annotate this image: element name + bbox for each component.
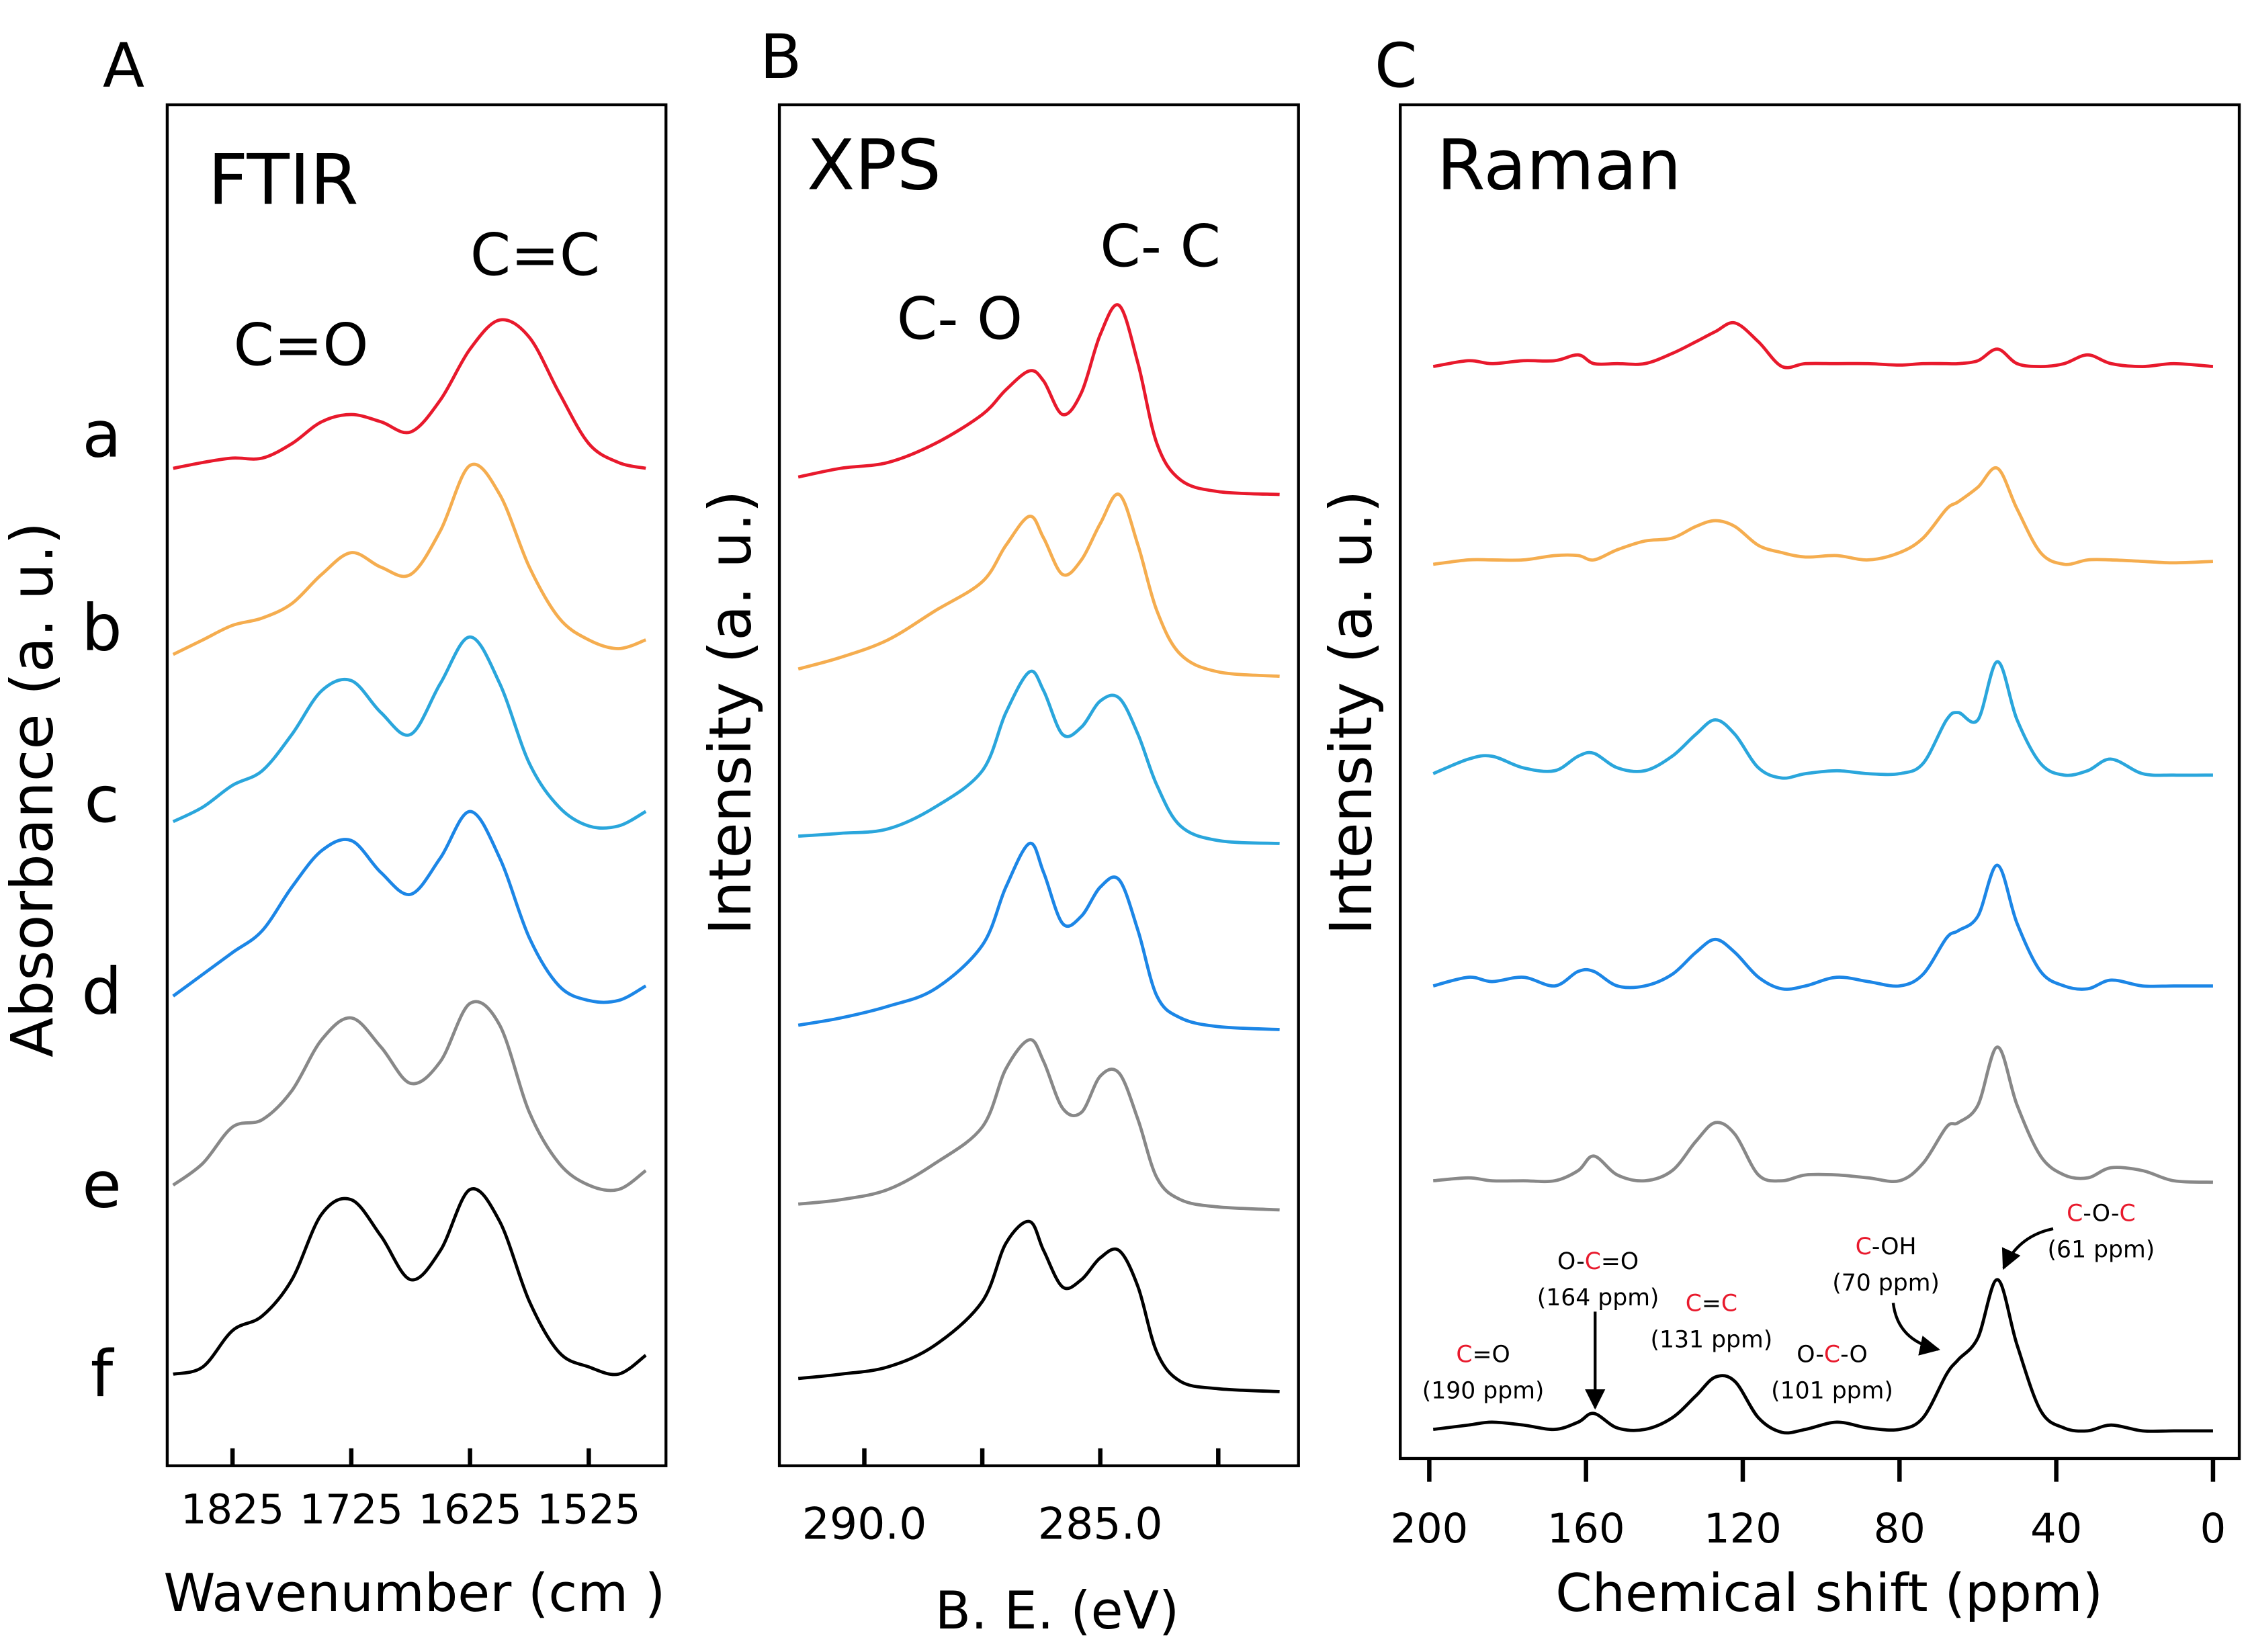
series-label: a <box>82 398 121 472</box>
x-axis-label: B. E. (eV) <box>935 1581 1180 1641</box>
formula-part: C <box>2067 1200 2083 1227</box>
series-label: c <box>84 763 119 837</box>
formula-part: C <box>1856 1233 1872 1260</box>
formula-part: C <box>1721 1291 1737 1317</box>
spectrum-line <box>1433 1045 2214 1184</box>
panel-label: C <box>1375 31 1417 101</box>
plot-frame <box>777 103 1300 1467</box>
formula-part: -OH <box>1872 1233 1917 1260</box>
panel-title: FTIR <box>208 140 358 220</box>
spectrum-line <box>797 669 1280 845</box>
formula-part: C <box>1824 1341 1840 1368</box>
spectrum-line <box>172 1000 647 1192</box>
spectrum-line <box>797 842 1280 1031</box>
spectrum-line <box>1432 863 2213 991</box>
spectrum-line <box>1432 320 2214 369</box>
panel-label: B <box>760 22 802 93</box>
formula-part: O- <box>1557 1248 1585 1275</box>
annotation-note: (101 ppm) <box>1771 1377 1893 1404</box>
formula-part: = <box>1702 1291 1721 1317</box>
spectrum-line <box>797 1038 1280 1212</box>
spectrum-line <box>797 1219 1280 1393</box>
x-axis-label: Wavenumber (cm ) <box>163 1563 665 1624</box>
spectrum-line <box>797 492 1280 678</box>
annotation-formula: O-C-O <box>1797 1341 1868 1368</box>
annotation-note: (190 ppm) <box>1422 1377 1545 1404</box>
x-axis-label: Chemical shift (ppm) <box>1555 1563 2103 1624</box>
spectrum-line <box>1432 466 2214 566</box>
series-label: f <box>91 1338 115 1411</box>
x-tick-label: 40 <box>2030 1506 2082 1553</box>
y-axis-label: Intensity (a. u.) <box>1318 490 1385 935</box>
x-tick-label: 1625 <box>418 1487 521 1534</box>
x-tick-label: 200 <box>1391 1506 1469 1553</box>
x-tick-label: 285.0 <box>1038 1499 1163 1549</box>
x-tick-label: 160 <box>1547 1506 1625 1553</box>
plot-frame <box>165 103 668 1467</box>
spectrum-line <box>172 810 647 1004</box>
spectrum-line <box>1432 1278 2213 1435</box>
arrow <box>1891 1303 1940 1356</box>
panel-title: Raman <box>1436 126 1681 206</box>
formula-part: C <box>2119 1200 2135 1227</box>
x-tick-label: 120 <box>1704 1506 1782 1553</box>
arrow <box>2001 1227 2054 1270</box>
annotation-formula: C=C <box>1686 1291 1737 1317</box>
y-axis-label: Absorbance (a. u.) <box>0 522 67 1057</box>
series-label: d <box>81 955 122 1029</box>
annotation-note: (164 ppm) <box>1537 1285 1659 1311</box>
x-tick-label: 290.0 <box>802 1499 927 1549</box>
annotation-formula: O-C=O <box>1557 1248 1639 1275</box>
peak-label: C=C <box>470 222 600 289</box>
annotation-note: (131 ppm) <box>1651 1327 1773 1354</box>
y-axis-label: Intensity (a. u.) <box>697 490 765 935</box>
formula-part: =O <box>1601 1248 1639 1275</box>
spectrum-line <box>172 462 647 656</box>
peak-label: C=O <box>233 312 368 380</box>
series-label: e <box>82 1148 122 1222</box>
panel-label: A <box>103 31 144 101</box>
annotation-note: (70 ppm) <box>1832 1270 1940 1297</box>
panel-title: XPS <box>807 126 941 206</box>
annotation-formula: C=O <box>1456 1341 1510 1368</box>
spectrum-line <box>1432 660 2213 780</box>
x-tick-label: 1525 <box>537 1487 640 1534</box>
spectrum-line <box>797 303 1280 496</box>
x-tick-label: 80 <box>1874 1506 1926 1553</box>
spectrum-line <box>172 635 647 830</box>
plot-frame <box>1399 103 2241 1461</box>
annotation-note: (61 ppm) <box>2048 1236 2155 1263</box>
formula-part: -O- <box>2083 1200 2119 1227</box>
spectrum-line <box>173 318 646 470</box>
series-label: b <box>81 592 122 666</box>
spectrum-line <box>173 1187 647 1377</box>
peak-label: C- O <box>897 286 1023 353</box>
x-tick-label: 1725 <box>300 1487 403 1534</box>
peak-label: C- C <box>1100 213 1221 280</box>
formula-part: C <box>1456 1341 1472 1368</box>
formula-part: C <box>1686 1291 1702 1317</box>
annotation-formula: C-O-C <box>2067 1200 2135 1227</box>
x-tick-label: 1825 <box>181 1487 284 1534</box>
formula-part: C <box>1585 1248 1601 1275</box>
annotation-formula: C-OH <box>1856 1233 1917 1260</box>
formula-part: =O <box>1473 1341 1510 1368</box>
formula-part: O- <box>1797 1341 1824 1368</box>
formula-part: -O <box>1840 1341 1868 1368</box>
x-tick-label: 0 <box>2200 1506 2227 1553</box>
